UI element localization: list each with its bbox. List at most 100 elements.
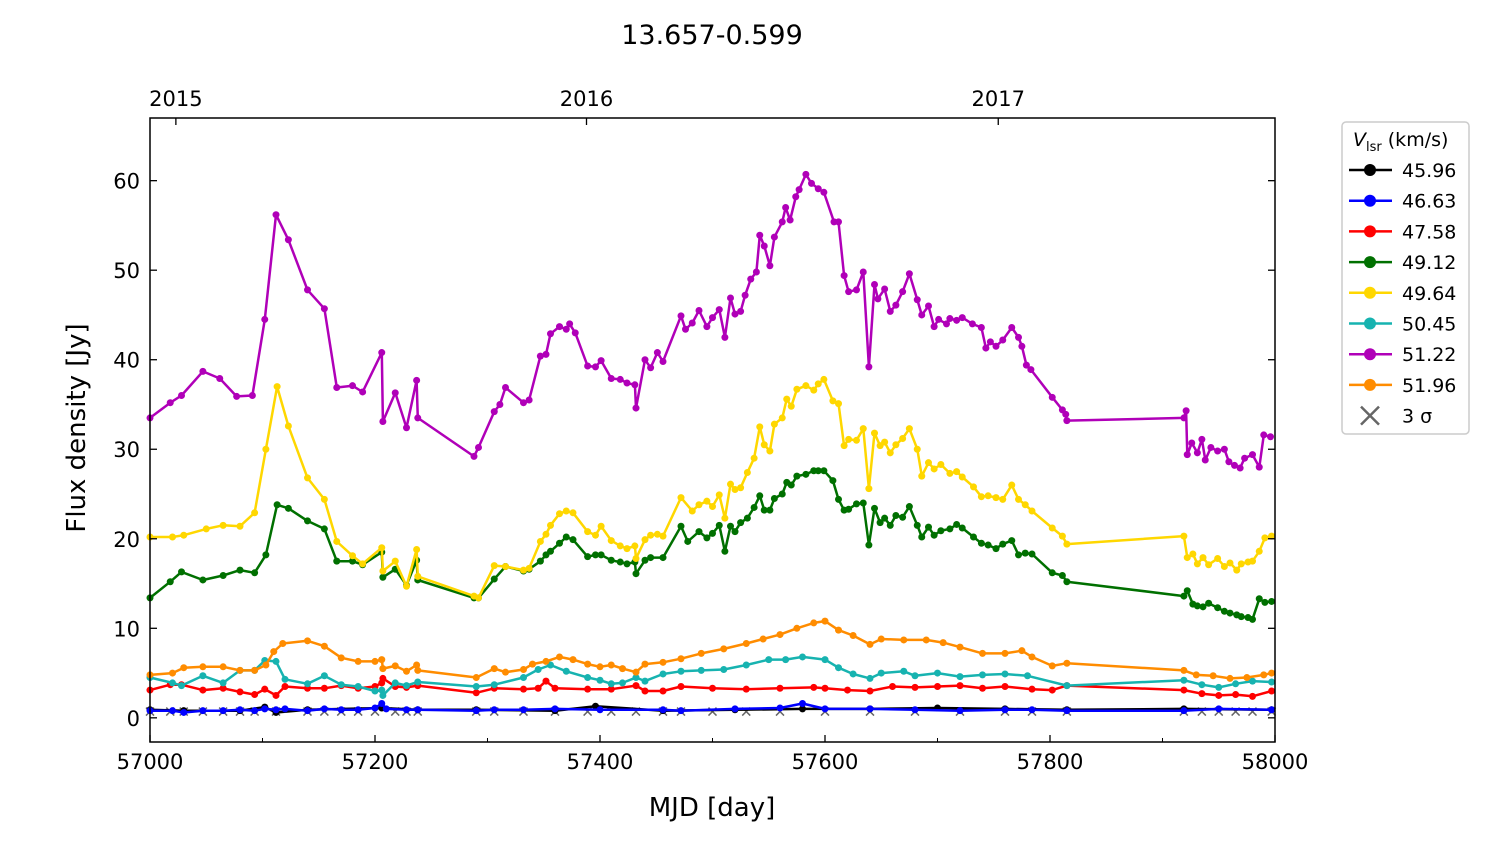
data-point: [592, 551, 599, 559]
data-point: [886, 521, 894, 529]
data-point: [1268, 597, 1276, 605]
data-point: [1249, 557, 1256, 565]
data-point: [727, 480, 734, 488]
data-point: [596, 676, 604, 684]
data-point: [982, 344, 990, 352]
legend-label: 47.58: [1402, 221, 1456, 243]
data-point: [569, 536, 577, 544]
data-point: [787, 481, 795, 489]
data-point: [992, 545, 1000, 553]
data-point: [1008, 323, 1016, 331]
data-point: [743, 514, 751, 522]
data-point: [320, 705, 328, 713]
data-point: [169, 707, 176, 715]
y-tick-label: 60: [113, 170, 140, 194]
data-point: [1236, 464, 1244, 472]
data-point: [251, 666, 259, 674]
data-point: [520, 674, 527, 682]
data-point: [596, 663, 604, 671]
data-point: [391, 389, 399, 397]
data-point: [1205, 599, 1213, 607]
data-point: [808, 179, 815, 187]
data-point: [742, 661, 750, 669]
data-point: [795, 186, 803, 194]
data-point: [871, 281, 878, 289]
data-point: [1021, 549, 1029, 557]
y-tick-label: 30: [113, 438, 140, 462]
data-point: [821, 684, 829, 692]
data-point: [391, 662, 399, 670]
data-point: [304, 637, 311, 645]
data-point: [1180, 592, 1188, 600]
legend-item-50.45: 50.45: [1349, 314, 1456, 336]
data-point: [414, 706, 422, 714]
data-point: [709, 314, 716, 322]
data-point: [592, 531, 599, 539]
data-point: [1063, 417, 1071, 425]
data-point: [632, 668, 640, 676]
x-tick-label: 57800: [1017, 750, 1084, 774]
data-point: [236, 706, 244, 714]
data-point: [1182, 407, 1190, 415]
data-point: [747, 275, 755, 283]
data-point: [261, 685, 269, 693]
data-point: [262, 661, 270, 669]
data-point: [930, 531, 938, 539]
data-point: [659, 706, 667, 714]
data-point: [937, 527, 945, 535]
legend: Vlsr (km/s) 45.96 46.63 47.58 49.12 49.64 50.…: [1341, 121, 1470, 435]
data-point: [766, 447, 774, 455]
data-point: [853, 286, 860, 294]
data-point: [953, 316, 961, 324]
data-point: [607, 680, 615, 688]
series-line: [150, 378, 1272, 600]
data-point: [1048, 393, 1056, 401]
data-point: [596, 706, 604, 714]
data-point: [534, 684, 542, 692]
data-point: [742, 685, 750, 693]
data-point: [953, 468, 961, 476]
series-line: [149, 173, 1271, 470]
data-point: [632, 404, 640, 412]
x-tick-label: 57600: [792, 750, 859, 774]
x-tick-label: 57400: [567, 750, 634, 774]
data-point: [273, 501, 281, 509]
data-point: [1267, 433, 1274, 441]
data-point: [632, 570, 640, 578]
data-point: [597, 522, 605, 530]
data-point: [169, 669, 176, 677]
data-point: [922, 636, 930, 644]
data-point: [835, 664, 842, 672]
data-point: [814, 185, 822, 193]
data-point: [403, 582, 410, 590]
data-point: [378, 700, 386, 708]
data-point: [820, 188, 828, 196]
data-point: [1063, 707, 1071, 715]
data-point: [261, 315, 269, 323]
data-point: [953, 520, 961, 528]
data-point: [1180, 666, 1188, 674]
data-point: [977, 493, 985, 501]
year-tick-label: 2015: [149, 87, 202, 111]
data-point: [378, 656, 386, 664]
data-point: [251, 691, 259, 699]
data-point: [607, 375, 615, 383]
data-point: [284, 236, 292, 244]
data-point: [899, 435, 907, 443]
data-point: [1214, 604, 1222, 612]
data-point: [677, 682, 685, 690]
data-point: [414, 666, 422, 674]
data-point: [1237, 613, 1245, 621]
legend-label: 3 σ: [1402, 406, 1432, 428]
legend-label: 51.96: [1402, 375, 1456, 397]
x-tick-label: 57000: [117, 750, 184, 774]
data-point: [641, 687, 649, 695]
year-tick-label: 2017: [972, 87, 1025, 111]
data-point: [820, 467, 828, 475]
data-point: [958, 473, 966, 481]
data-point: [892, 511, 900, 519]
data-point: [937, 460, 945, 468]
data-point: [619, 679, 626, 687]
data-point: [1237, 560, 1245, 568]
data-point: [881, 285, 889, 293]
